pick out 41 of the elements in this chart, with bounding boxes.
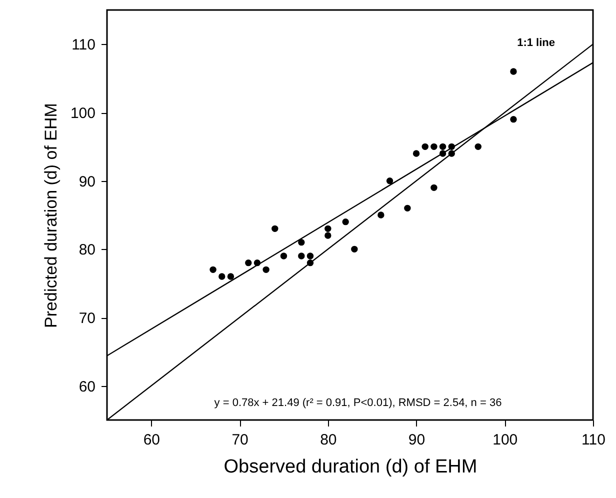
point <box>342 218 349 226</box>
y-tick-label: 70 <box>78 310 96 327</box>
point <box>324 225 332 232</box>
x-tick-label: 80 <box>320 432 337 448</box>
point <box>227 273 234 280</box>
y-tick-label: 90 <box>78 173 96 190</box>
point <box>245 259 252 266</box>
point <box>218 273 226 280</box>
point <box>324 232 332 239</box>
y-tick-label: 60 <box>78 378 96 396</box>
point <box>298 238 305 246</box>
point <box>298 252 305 260</box>
point <box>262 266 270 274</box>
point <box>351 246 358 253</box>
point <box>510 116 517 123</box>
point <box>439 143 446 150</box>
x-tick-label: 70 <box>232 432 248 448</box>
x-tick-label: 60 <box>143 432 160 448</box>
point <box>272 225 278 232</box>
point <box>430 143 438 150</box>
point <box>378 212 384 218</box>
point <box>386 177 394 184</box>
y-tick-label: 80 <box>78 242 96 259</box>
series-label: 1:1 line <box>517 37 555 50</box>
x-tick-label: 110 <box>582 432 606 448</box>
y-tick-label: 110 <box>72 36 96 54</box>
annotation: y = 0.78x + 21.49 (r² = 0.91, P<0.01), RMSD = 2.54, n = 36 <box>214 397 502 409</box>
x-tick-label: 90 <box>408 432 426 448</box>
y-tick-label: 100 <box>70 105 96 122</box>
x-axis-title: Observed duration (d) of EHM <box>224 456 478 478</box>
y-axis-title: Predicted duration (d) of EHM <box>41 103 60 328</box>
point <box>474 143 482 150</box>
point <box>306 252 314 260</box>
point <box>430 184 438 192</box>
point <box>210 266 216 274</box>
point <box>280 252 288 260</box>
point <box>422 143 428 150</box>
point <box>404 204 411 212</box>
point <box>412 150 420 157</box>
x-tick-label: 100 <box>492 432 518 448</box>
point <box>510 68 517 75</box>
